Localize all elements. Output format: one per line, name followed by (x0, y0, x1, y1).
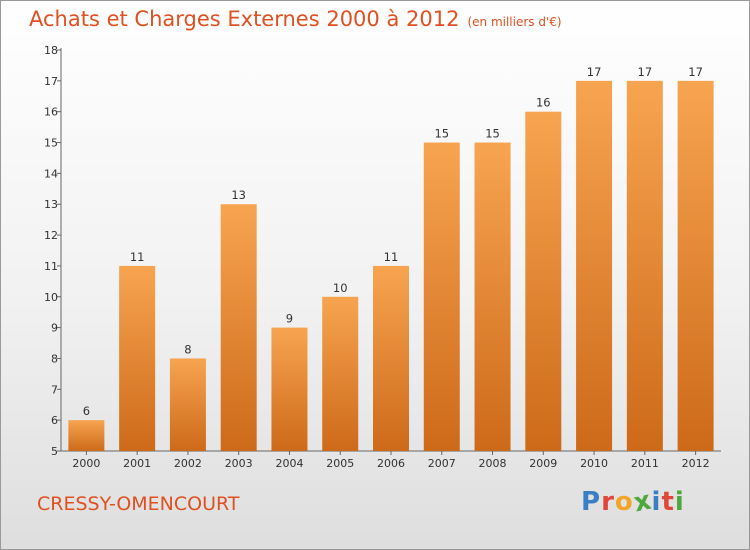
bar-value-label: 17 (587, 65, 602, 79)
y-tick-label: 18 (44, 44, 58, 57)
bar-value-label: 15 (434, 127, 449, 141)
chart-axes: 5 6 7 8 9 10 11 12 13 14 15 16 17 18 2000 2001 2002 2003 2… (44, 44, 721, 470)
y-tick-label: 6 (51, 414, 58, 427)
bar-value-label: 6 (83, 404, 90, 418)
bar-value-label: 15 (485, 127, 500, 141)
logo-letter: o (614, 487, 634, 517)
x-tick-label: 2005 (326, 457, 354, 470)
x-tick-label: 2008 (479, 457, 507, 470)
bar (68, 420, 105, 451)
logo-letter: i (651, 487, 662, 517)
bar (677, 80, 714, 451)
bar-value-label: 17 (688, 65, 703, 79)
x-tick-label: 2011 (631, 457, 659, 470)
y-tick-label: 15 (44, 137, 58, 150)
chart-subtitle: (en milliers d'€) (467, 15, 562, 29)
x-tick-label: 2012 (682, 457, 710, 470)
bar (474, 142, 511, 452)
y-tick-label: 17 (44, 75, 58, 88)
bar-value-label: 13 (231, 188, 246, 202)
x-tick-label: 2001 (123, 457, 151, 470)
bar-value-label: 8 (184, 342, 191, 356)
x-tick-label: 2007 (428, 457, 456, 470)
bar-value-label: 9 (286, 312, 293, 326)
commune-name: CRESSY-OMENCOURT (37, 493, 240, 515)
x-tick-label: 2002 (174, 457, 202, 470)
chart-title: Achats et Charges Externes 2000 à 2012 (e… (29, 7, 562, 31)
bar-value-label: 11 (130, 250, 145, 264)
x-tick-label: 2004 (275, 457, 303, 470)
y-tick-label: 7 (51, 383, 58, 396)
y-tick-label: 11 (44, 260, 58, 273)
bar (271, 327, 308, 451)
logo-letter: i (674, 487, 685, 517)
bar (525, 111, 562, 451)
y-tick-label: 5 (51, 445, 58, 458)
bar (119, 265, 156, 451)
x-tick-label: 2009 (529, 457, 557, 470)
bar-value-label: 17 (638, 65, 653, 79)
y-tick-label: 16 (44, 106, 58, 119)
x-tick-label: 2000 (72, 457, 100, 470)
x-tick-label: 2010 (580, 457, 608, 470)
x-tick-label: 2006 (377, 457, 405, 470)
y-tick-label: 13 (44, 198, 58, 211)
bar-value-label: 16 (536, 96, 551, 110)
y-tick-label: 8 (51, 352, 58, 365)
chart-bars (68, 80, 714, 452)
bar (220, 204, 257, 451)
bar (626, 80, 663, 451)
logo-letter: P (581, 487, 602, 517)
logo-letter: t (661, 487, 675, 517)
bar (169, 358, 206, 451)
bar (423, 142, 460, 452)
y-tick-label: 9 (51, 322, 58, 335)
chart-labels: 6 11 8 13 9 10 11 15 15 16 17 17 17 (83, 65, 703, 418)
y-tick-label: 10 (44, 291, 58, 304)
y-tick-label: 14 (44, 167, 58, 180)
bar-value-label: 11 (384, 250, 399, 264)
bar (373, 265, 409, 451)
y-tick-label: 12 (44, 229, 58, 242)
bar (322, 296, 359, 451)
logo-letter: r (601, 487, 615, 517)
proxiti-logo: Proxiti (581, 485, 685, 518)
bar-value-label: 10 (333, 281, 348, 295)
x-tick-label: 2003 (225, 457, 253, 470)
bar (576, 80, 613, 451)
